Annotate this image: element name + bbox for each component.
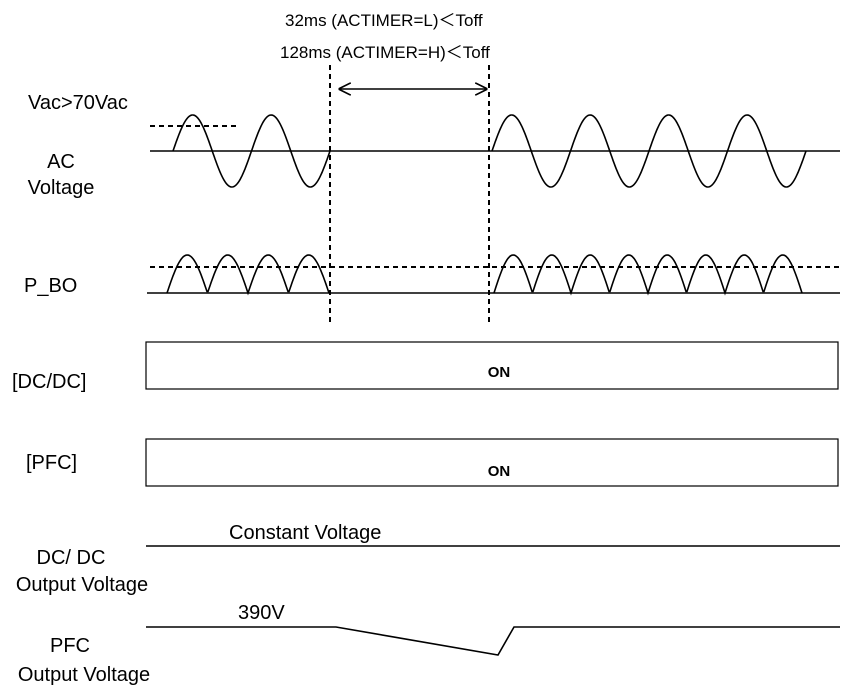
dcdc-state-label: [DC/DC] (12, 371, 86, 393)
p-bo-waveform-after-on (493, 254, 803, 296)
pfc-output-trace (146, 626, 840, 656)
p-bo-waveform-before-off (166, 254, 330, 296)
timing-note-actimer-l: 32ms (ACTIMER=L)＜Toff (285, 11, 483, 30)
pfc-output-label-line1: PFC (50, 635, 90, 657)
pfc-output-annotation: 390V (238, 602, 285, 624)
ac-voltage-label-line2: Voltage (28, 177, 95, 199)
p-bo-label: P_BO (24, 275, 77, 297)
ac-waveform-before-off (172, 114, 331, 188)
ac-voltage-label-line1: AC (47, 151, 75, 173)
pfc-state-bar (145, 438, 839, 487)
pfc-output-label-line2: Output Voltage (18, 664, 150, 686)
pfc-state-value: ON (488, 463, 511, 480)
dcdc-output-label-line2: Output Voltage (16, 574, 148, 596)
ac-waveform-after-on (491, 114, 807, 188)
dcdc-output-label-line1: DC/ DC (37, 547, 106, 569)
dcdc-state-value: ON (488, 364, 511, 381)
pfc-state-label: [PFC] (26, 452, 77, 474)
timing-note-actimer-h: 128ms (ACTIMER=H)＜Toff (280, 43, 490, 62)
dcdc-output-annotation: Constant Voltage (229, 522, 381, 544)
dcdc-state-bar (145, 341, 839, 390)
ac-threshold-label: Vac>70Vac (28, 92, 128, 114)
